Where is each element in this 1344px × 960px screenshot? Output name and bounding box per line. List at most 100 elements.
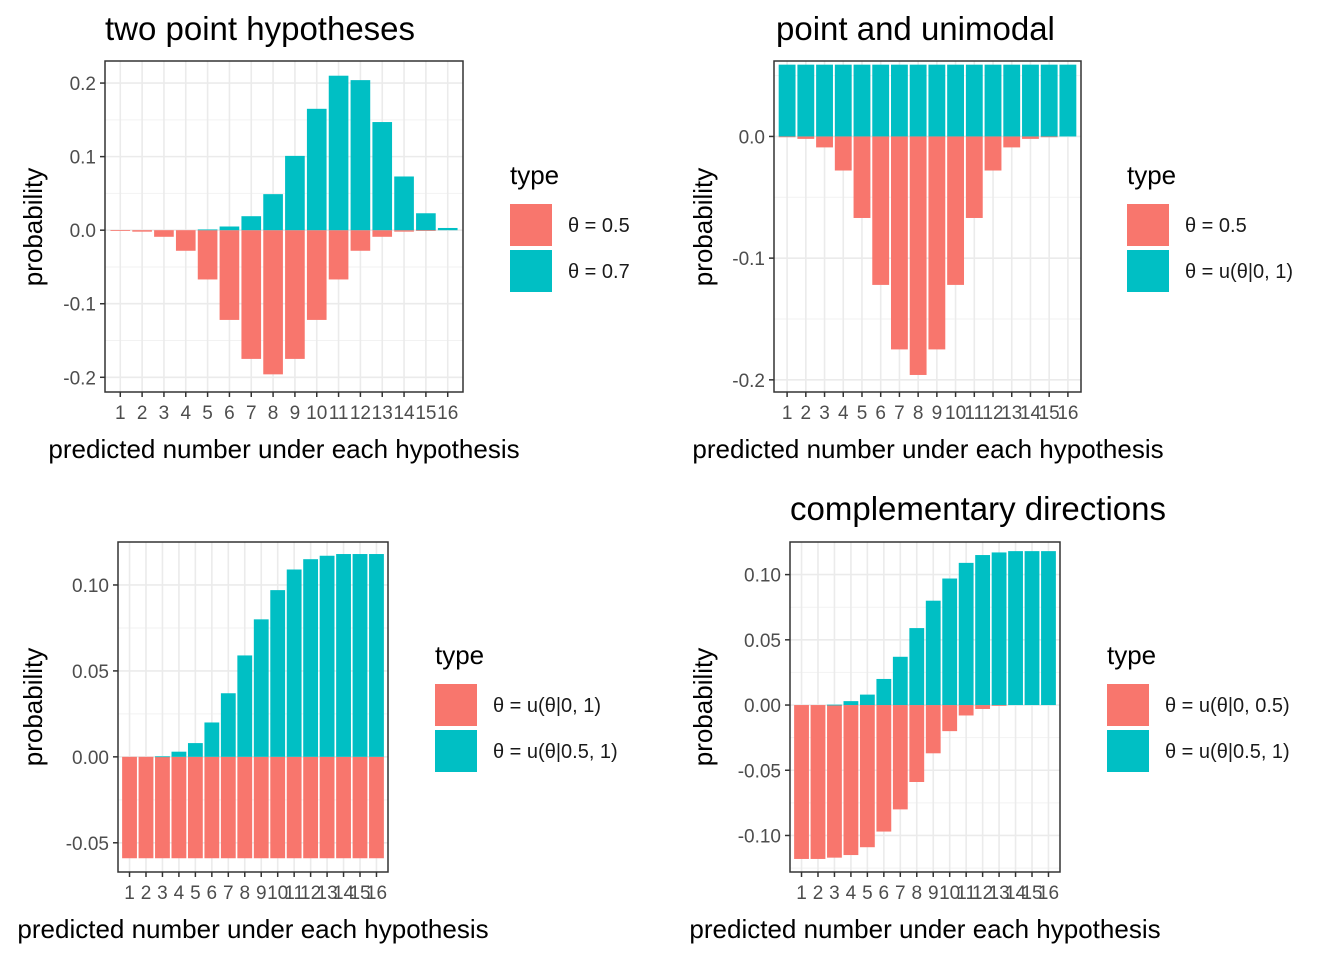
bar-series-1-9 <box>925 705 941 754</box>
bar-series-2-16 <box>437 227 458 231</box>
x-tick-label: 4 <box>180 403 191 424</box>
bar-series-1-4 <box>843 705 859 856</box>
x-tick-label: 3 <box>159 403 170 424</box>
x-tick-label: 13 <box>317 883 338 904</box>
y-axis-label: probability <box>688 648 718 767</box>
bar-series-1-2 <box>138 756 154 859</box>
bar-series-1-15 <box>1040 136 1058 138</box>
y-tick-label: 0.0 <box>70 221 96 242</box>
bar-series-1-8 <box>909 136 927 375</box>
x-tick-label: 16 <box>1038 883 1059 904</box>
x-tick-label: 16 <box>1057 403 1078 424</box>
x-tick-label: 11 <box>284 883 304 904</box>
x-tick-label: 12 <box>982 403 1003 424</box>
x-tick-label: 14 <box>333 883 355 904</box>
bar-series-1-1 <box>110 230 131 231</box>
bar-series-2-6 <box>204 722 220 757</box>
legend-label: θ = 0.5 <box>1185 215 1247 237</box>
bar-series-2-2 <box>797 64 815 137</box>
x-tick-label: 11 <box>964 403 984 424</box>
y-tick-label: -0.1 <box>63 295 96 316</box>
x-tick-label: 16 <box>437 403 458 424</box>
x-tick-label: 12 <box>300 883 321 904</box>
bar-series-2-14 <box>1008 551 1023 706</box>
y-tick-label: -0.2 <box>732 371 765 392</box>
bar-series-2-3 <box>827 704 842 706</box>
bar-series-2-11 <box>286 569 302 757</box>
legend-key <box>510 204 552 246</box>
bar-series-2-6 <box>219 226 240 231</box>
x-tick-label: 9 <box>928 883 939 904</box>
x-tick-label: 9 <box>932 403 943 424</box>
bar-series-1-14 <box>1022 136 1039 139</box>
bar-series-1-12 <box>350 230 371 251</box>
x-tick-label: 9 <box>290 403 301 424</box>
bar-series-2-9 <box>253 619 269 757</box>
bar-series-2-8 <box>237 655 253 757</box>
bar-series-2-6 <box>876 678 892 706</box>
bar-series-2-3 <box>155 756 170 758</box>
legend-label: θ = 0.7 <box>568 261 630 283</box>
bar-series-1-12 <box>303 756 319 859</box>
bar-series-2-10 <box>947 64 965 137</box>
legend-key <box>1127 204 1169 246</box>
bar-series-2-8 <box>263 194 283 231</box>
bar-series-2-13 <box>319 555 335 757</box>
bar-series-2-11 <box>958 562 974 706</box>
x-tick-label: 11 <box>329 403 349 424</box>
x-tick-label: 3 <box>157 883 168 904</box>
x-tick-label: 6 <box>879 883 890 904</box>
x-tick-label: 16 <box>366 883 387 904</box>
bar-series-2-7 <box>892 656 908 706</box>
x-axis-label: predicted number under each hypothesis <box>692 434 1163 464</box>
bar-series-1-5 <box>853 136 871 218</box>
bar-series-2-5 <box>197 229 218 231</box>
chart-title: two point hypotheses <box>105 10 415 47</box>
bar-series-1-11 <box>965 136 983 218</box>
x-tick-label: 8 <box>911 883 922 904</box>
bar-series-2-12 <box>350 80 371 231</box>
y-tick-label: 0.2 <box>70 74 96 95</box>
x-tick-label: 12 <box>350 403 371 424</box>
x-tick-label: 4 <box>846 883 857 904</box>
y-axis-label: probability <box>18 168 48 287</box>
y-tick-label: -0.2 <box>63 368 96 389</box>
bar-series-1-10 <box>942 705 958 732</box>
x-tick-label: 14 <box>1020 403 1042 424</box>
x-tick-label: 13 <box>1001 403 1022 424</box>
legend-title: type <box>1127 160 1176 190</box>
panel-4: 0.100.050.00-0.05-0.101 2 3 4 5 6 7 8 9 101112131… <box>688 490 1290 944</box>
x-tick-label: 6 <box>207 883 218 904</box>
chart-title: point and unimodal <box>776 10 1055 47</box>
legend-label: θ = u(θ|0, 1) <box>493 695 601 717</box>
y-tick-label: 0.10 <box>72 576 109 597</box>
bar-series-2-4 <box>834 64 852 137</box>
x-tick-label: 2 <box>137 403 148 424</box>
bar-series-2-15 <box>416 213 436 231</box>
bar-series-2-7 <box>890 64 908 137</box>
y-tick-label: 0.1 <box>70 148 96 169</box>
x-tick-label: 8 <box>268 403 279 424</box>
x-tick-label: 4 <box>174 883 185 904</box>
x-axis-label: predicted number under each hypothesis <box>48 434 519 464</box>
bar-series-1-13 <box>991 705 1007 706</box>
bar-series-2-15 <box>352 554 368 757</box>
bar-series-1-5 <box>197 230 218 280</box>
bar-series-1-4 <box>171 756 187 859</box>
x-tick-label: 12 <box>972 883 993 904</box>
x-tick-label: 15 <box>415 403 436 424</box>
bar-series-1-6 <box>872 136 890 285</box>
x-tick-label: 15 <box>349 883 370 904</box>
bar-series-1-9 <box>928 136 946 350</box>
bar-series-1-3 <box>816 136 833 148</box>
bar-series-1-14 <box>394 230 414 232</box>
x-tick-label: 10 <box>945 403 966 424</box>
bar-series-1-15 <box>416 230 436 231</box>
bar-series-1-8 <box>237 756 253 859</box>
x-tick-label: 5 <box>202 403 213 424</box>
bar-series-1-6 <box>876 705 892 832</box>
bar-series-1-1 <box>794 705 809 859</box>
bar-series-2-15 <box>1040 64 1058 137</box>
bar-series-1-10 <box>947 136 965 285</box>
bar-series-2-7 <box>241 216 262 231</box>
